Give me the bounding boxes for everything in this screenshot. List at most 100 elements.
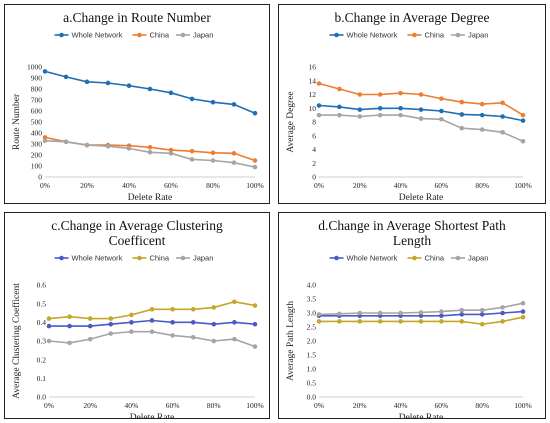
y-tick-label: 14: [309, 76, 317, 85]
y-tick-label: 4.0: [307, 281, 317, 290]
data-point: [232, 336, 237, 342]
data-point: [439, 108, 444, 114]
series-japan: [316, 112, 526, 144]
series-china: [42, 135, 258, 163]
data-point: [316, 103, 322, 108]
y-tick-label: 2: [312, 159, 316, 168]
data-point: [459, 307, 465, 313]
chart-title-line: a.Change in Route Number: [63, 10, 211, 25]
y-tick-label: 8: [312, 118, 316, 127]
legend-item-china: China: [407, 31, 445, 40]
y-tick-label: 3.5: [307, 295, 317, 304]
data-point: [520, 112, 526, 118]
y-tick-label: 10: [309, 104, 317, 113]
data-point: [211, 321, 217, 327]
y-tick-label: 12: [309, 90, 317, 99]
y-tick-label: 0.5: [37, 299, 47, 308]
legend-item-japan: Japan: [450, 31, 488, 40]
data-point: [459, 112, 465, 117]
data-point: [500, 114, 505, 119]
legend-swatch-marker: [180, 32, 186, 38]
data-point: [479, 112, 485, 118]
y-tick-label: 2.0: [307, 337, 317, 346]
x-tick-label: 60%: [164, 181, 178, 190]
legend-swatch-marker: [137, 255, 142, 261]
legend-item-japan: Japan: [175, 254, 213, 263]
data-point: [398, 90, 403, 96]
data-point: [459, 319, 465, 324]
legend-label: China: [424, 254, 444, 263]
y-tick-label: 1.5: [307, 351, 317, 360]
x-tick-label: 40%: [125, 401, 139, 410]
chart-title-line: c.Change in Average Clustering: [51, 218, 223, 233]
data-point: [377, 310, 383, 316]
x-axis-label: Delete Rate: [399, 193, 444, 203]
data-point: [316, 81, 322, 86]
x-tick-label: 0%: [44, 401, 54, 410]
data-point: [232, 299, 237, 305]
data-point: [189, 96, 195, 102]
x-tick-label: 40%: [394, 181, 408, 190]
x-tick-label: 40%: [122, 181, 136, 190]
series-china: [316, 314, 526, 327]
series-whole-network: [42, 69, 258, 116]
legend-label: Whole Network: [72, 254, 123, 263]
data-point: [231, 151, 237, 156]
data-point: [147, 145, 153, 150]
legend-item-japan: Japan: [450, 254, 488, 263]
data-point: [129, 312, 134, 318]
data-point: [500, 310, 505, 316]
data-point: [129, 329, 134, 334]
legend-label: Japan: [468, 31, 488, 40]
y-tick-label: 0.2: [37, 355, 47, 364]
y-tick-label: 0: [38, 173, 42, 182]
x-tick-label: 60%: [435, 181, 449, 190]
data-point: [500, 100, 505, 106]
data-point: [479, 101, 485, 107]
x-tick-label: 60%: [435, 401, 449, 410]
data-point: [337, 104, 342, 110]
data-point: [316, 312, 322, 317]
data-point: [252, 303, 258, 308]
data-point: [520, 300, 526, 306]
x-tick-label: 60%: [166, 401, 180, 410]
data-point: [337, 112, 342, 118]
legend-item-whole-network: Whole Network: [329, 254, 398, 263]
data-point: [459, 125, 465, 131]
data-point: [500, 305, 505, 310]
legend-item-whole-network: Whole Network: [54, 254, 123, 263]
data-point: [520, 118, 526, 123]
legend-label: Whole Network: [72, 31, 123, 40]
x-tick-label: 40%: [394, 401, 408, 410]
chart-title-line: d.Change in Average Shortest Path: [318, 218, 506, 233]
legend-item-japan: Japan: [175, 31, 213, 40]
legend-swatch-marker: [412, 255, 417, 261]
data-point: [337, 319, 342, 324]
data-point: [108, 321, 114, 327]
data-point: [418, 107, 424, 112]
data-point: [105, 143, 111, 149]
data-point: [377, 105, 383, 111]
x-tick-label: 100%: [246, 401, 264, 410]
data-point: [126, 146, 132, 151]
data-point: [337, 86, 342, 92]
data-point: [67, 314, 72, 320]
y-tick-label: 0.1: [37, 374, 47, 383]
data-point: [168, 147, 174, 153]
data-point: [479, 307, 485, 313]
data-point: [168, 90, 174, 96]
data-point: [190, 306, 196, 312]
data-point: [42, 135, 48, 140]
legend-label: Japan: [193, 254, 213, 263]
data-point: [231, 102, 237, 107]
y-tick-label: 600: [31, 107, 43, 116]
data-point: [170, 306, 175, 312]
data-point: [42, 138, 48, 143]
data-point: [479, 312, 485, 317]
legend-item-china: China: [132, 254, 170, 263]
legend-item-china: China: [407, 254, 445, 263]
x-axis-label: Delete Rate: [130, 413, 175, 418]
data-point: [211, 305, 217, 310]
legend-swatch-marker: [412, 32, 417, 38]
legend-label: Japan: [468, 254, 488, 263]
